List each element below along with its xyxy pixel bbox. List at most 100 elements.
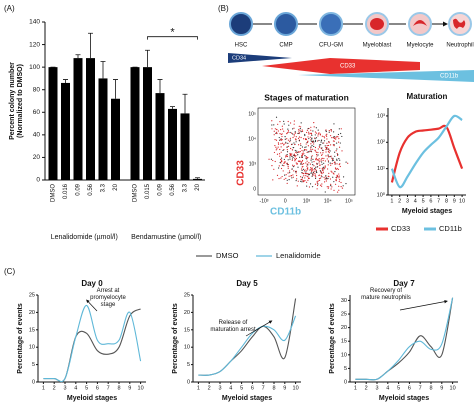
flow-dot xyxy=(281,135,283,138)
flow-dot xyxy=(338,185,340,187)
flow-dot xyxy=(284,160,286,163)
flow-dot xyxy=(298,130,300,132)
flow-dot xyxy=(306,129,309,131)
cell-nucleus xyxy=(370,18,384,30)
flow-dot xyxy=(308,151,310,153)
x-tick-label: 8 xyxy=(272,385,275,391)
flow-dot xyxy=(323,157,325,160)
flow-dot xyxy=(302,168,304,171)
y-tick-label: 20 xyxy=(341,325,347,331)
cell-nucleus xyxy=(453,18,466,29)
flow-dot xyxy=(291,143,293,145)
flow-dot xyxy=(317,140,319,142)
flow-dot xyxy=(339,163,341,165)
y-tick-label: 80 xyxy=(33,86,41,93)
flow-dot xyxy=(286,163,288,165)
flow-dot xyxy=(313,161,315,163)
x-tick-label: 20 xyxy=(195,183,201,190)
flow-dot xyxy=(287,145,290,147)
flow-dot xyxy=(298,140,301,142)
x-tick-label: 10⁴ xyxy=(324,198,332,204)
cell-label: CFU-GM xyxy=(319,43,343,49)
flow-dot xyxy=(299,176,302,178)
x-tick-label: DMSO xyxy=(133,184,139,202)
x-tick-label: 4 xyxy=(414,198,417,204)
flow-dot xyxy=(297,137,300,139)
x-tick-label: 2 xyxy=(53,385,56,391)
flow-dot xyxy=(298,132,300,134)
flow-dot xyxy=(301,129,303,131)
flow-dot xyxy=(300,178,303,181)
flow-dot xyxy=(324,145,326,147)
flow-dot xyxy=(315,137,318,139)
flow-dot xyxy=(336,135,338,138)
flow-dot xyxy=(275,131,278,134)
flow-dot xyxy=(327,160,329,162)
flow-dot xyxy=(337,136,339,138)
y-tick-label: 15 xyxy=(341,339,347,345)
flow-dot xyxy=(294,131,296,133)
flow-dot xyxy=(314,137,316,139)
flow-dot xyxy=(295,136,297,138)
flow-dot xyxy=(302,138,305,140)
y-tick-label: 10² xyxy=(377,140,385,146)
flow-dot xyxy=(321,169,324,171)
flow-dot xyxy=(326,168,329,170)
flow-dot xyxy=(330,155,332,157)
bar xyxy=(143,67,152,180)
flow-dot xyxy=(303,149,305,152)
flow-dot xyxy=(273,130,275,132)
bar xyxy=(48,67,58,180)
flow-dot xyxy=(330,188,332,190)
flow-dot xyxy=(310,150,312,152)
flow-dot xyxy=(314,177,317,179)
flow-dot xyxy=(299,156,301,158)
error-bar xyxy=(75,54,81,59)
flow-dot xyxy=(289,137,291,139)
annotation: Release of maturation arrest xyxy=(210,320,256,333)
bar xyxy=(168,108,177,180)
flow-dot xyxy=(309,150,311,152)
flow-dot xyxy=(314,134,316,136)
flow-dot xyxy=(299,128,301,130)
flow-dot xyxy=(305,162,307,164)
flow-dot xyxy=(328,149,330,151)
flow-dot xyxy=(289,131,291,134)
flow-dot xyxy=(302,153,304,156)
flow-dot xyxy=(318,174,320,176)
y-tick-label: 0 xyxy=(36,177,40,184)
flow-dot xyxy=(293,170,295,172)
flow-dot xyxy=(280,139,283,141)
flow-dot xyxy=(301,130,304,132)
flow-dot xyxy=(297,180,299,182)
flow-dot xyxy=(336,158,338,160)
flow-dot xyxy=(309,163,312,165)
flow-dot xyxy=(318,179,321,181)
flow-dot xyxy=(272,159,274,162)
flow-dot xyxy=(335,178,337,181)
flow-dot xyxy=(297,166,299,168)
flow-dot xyxy=(290,174,293,177)
legend-label: CD11b xyxy=(439,224,462,233)
flow-dot xyxy=(327,155,329,157)
flow-dot xyxy=(326,138,328,140)
flow-dot xyxy=(288,179,290,181)
flow-dot xyxy=(313,145,315,148)
flow-dot xyxy=(319,167,321,169)
flow-dot xyxy=(294,159,297,161)
flow-dot xyxy=(332,176,334,178)
bar xyxy=(193,178,202,180)
flow-dot xyxy=(338,173,340,175)
series-line xyxy=(390,114,463,189)
flow-dot xyxy=(317,133,319,135)
x-axis-label: Myeloid stages xyxy=(402,208,452,215)
flow-dot xyxy=(277,143,280,145)
x-tick-label: 7 xyxy=(107,385,110,391)
y-tick-label: 40 xyxy=(33,132,41,139)
flow-dot xyxy=(342,176,345,178)
series-line xyxy=(390,124,464,183)
y-axis-label: Percent colony number xyxy=(9,62,16,140)
flow-dot xyxy=(277,167,280,169)
flow-dot xyxy=(300,136,302,139)
flow-dot xyxy=(310,156,313,158)
